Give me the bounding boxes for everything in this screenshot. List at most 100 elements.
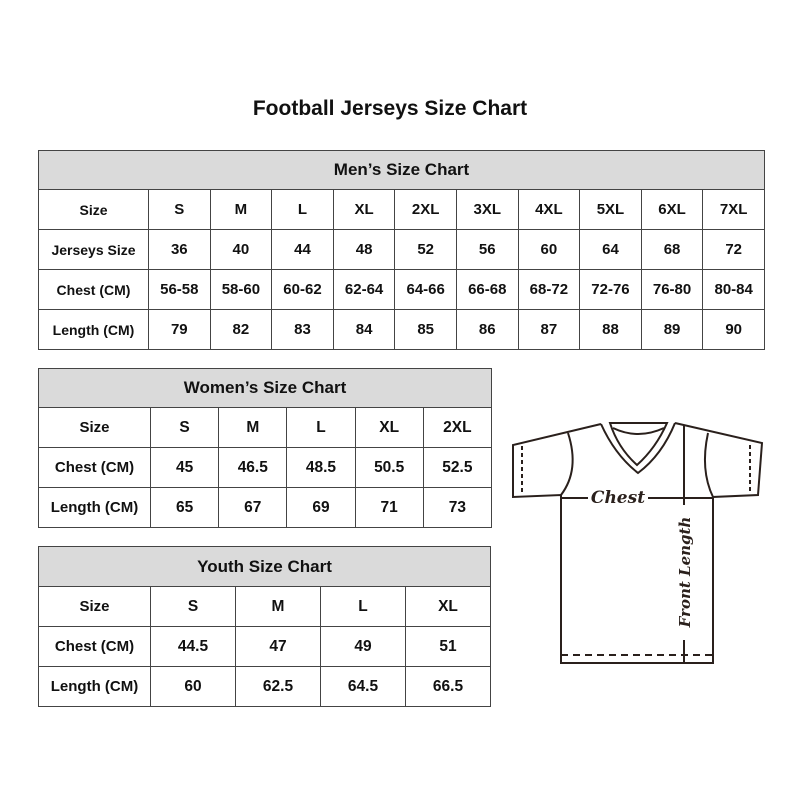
table-cell: 3XL xyxy=(455,189,519,230)
row-label: Length (CM) xyxy=(38,309,149,350)
table-cell: 56-58 xyxy=(148,269,211,310)
table-cell: XL xyxy=(405,586,491,627)
table-cell: 64-66 xyxy=(394,269,457,310)
table-row: Length (CM) 65 67 69 71 73 xyxy=(38,487,493,528)
womens-size-table: Women’s Size Chart Size S M L XL 2XL Chest (CM… xyxy=(38,368,493,528)
jersey-outline xyxy=(512,422,764,664)
table-cell: S xyxy=(149,407,220,448)
table-cell: 48.5 xyxy=(286,447,356,488)
table-row: Size S M L XL 2XL 3XL 4XL 5XL 6XL 7XL xyxy=(38,189,765,230)
table-row: Size S M L XL xyxy=(38,586,491,627)
table-cell: 76-80 xyxy=(640,269,704,310)
table-row: Chest (CM) 45 46.5 48.5 50.5 52.5 xyxy=(38,447,493,488)
table-cell: 40 xyxy=(209,229,273,270)
table-cell: 83 xyxy=(271,309,334,350)
table-row: Chest (CM) 56-58 58-60 60-62 62-64 64-66 66-68… xyxy=(38,269,765,310)
table-cell: 60 xyxy=(517,229,581,270)
table-cell: 62.5 xyxy=(235,666,321,707)
table-cell: 65 xyxy=(149,487,220,528)
table-cell: 6XL xyxy=(640,189,704,230)
table-cell: L xyxy=(286,407,356,448)
table-cell: 71 xyxy=(354,487,424,528)
row-label: Jerseys Size xyxy=(38,229,149,270)
table-cell: 72-76 xyxy=(579,269,642,310)
table-row: Length (CM) 60 62.5 64.5 66.5 xyxy=(38,666,491,707)
mens-table-title: Men’s Size Chart xyxy=(38,150,765,190)
table-cell: 86 xyxy=(455,309,519,350)
collar-inner xyxy=(608,422,669,467)
table-cell: 72 xyxy=(702,229,765,270)
table-cell: 67 xyxy=(218,487,288,528)
table-cell: 5XL xyxy=(579,189,642,230)
table-cell: 90 xyxy=(702,309,765,350)
table-cell: XL xyxy=(332,189,396,230)
table-row: Jerseys Size 36 40 44 48 52 56 60 64 68 72 xyxy=(38,229,765,270)
table-cell: L xyxy=(320,586,406,627)
table-cell: 84 xyxy=(332,309,396,350)
table-cell: M xyxy=(235,586,321,627)
table-cell: 88 xyxy=(579,309,642,350)
table-cell: 56 xyxy=(455,229,519,270)
table-cell: S xyxy=(150,586,236,627)
table-cell: M xyxy=(209,189,273,230)
table-cell: 69 xyxy=(286,487,356,528)
table-cell: 60 xyxy=(150,666,236,707)
page-title: Football Jerseys Size Chart xyxy=(252,97,528,120)
table-cell: 64 xyxy=(579,229,642,270)
table-cell: 47 xyxy=(235,626,321,667)
row-label: Length (CM) xyxy=(38,666,151,707)
table-cell: M xyxy=(218,407,288,448)
jersey-diagram: Chest Front Length xyxy=(512,422,764,664)
table-cell: 66.5 xyxy=(405,666,491,707)
youth-table-title: Youth Size Chart xyxy=(38,546,491,587)
front-length-label: Front Length xyxy=(676,517,694,629)
table-cell: 62-64 xyxy=(332,269,396,310)
row-label: Chest (CM) xyxy=(38,269,149,310)
table-cell: 66-68 xyxy=(455,269,519,310)
table-cell: 79 xyxy=(148,309,211,350)
table-cell: S xyxy=(148,189,211,230)
collar-outer xyxy=(600,422,676,475)
mens-size-table: Men’s Size Chart Size S M L XL 2XL 3XL 4XL 5XL 6X… xyxy=(38,150,765,350)
table-cell: 44 xyxy=(271,229,334,270)
table-cell: 7XL xyxy=(702,189,765,230)
table-cell: 80-84 xyxy=(702,269,765,310)
table-cell: 50.5 xyxy=(354,447,424,488)
table-cell: 36 xyxy=(148,229,211,270)
table-cell: 52.5 xyxy=(422,447,493,488)
table-cell: 60-62 xyxy=(271,269,334,310)
table-cell: 82 xyxy=(209,309,273,350)
table-cell: 44.5 xyxy=(150,626,236,667)
table-cell: 68-72 xyxy=(517,269,581,310)
table-cell: 68 xyxy=(640,229,704,270)
table-cell: 2XL xyxy=(394,189,457,230)
youth-size-table: Youth Size Chart Size S M L XL Chest (CM) 44.5… xyxy=(38,546,491,707)
table-cell: 2XL xyxy=(422,407,493,448)
row-label: Size xyxy=(38,586,151,627)
row-label: Length (CM) xyxy=(38,487,151,528)
right-sleeve-seam xyxy=(704,432,714,498)
table-cell: 87 xyxy=(517,309,581,350)
table-cell: 89 xyxy=(640,309,704,350)
table-cell: 51 xyxy=(405,626,491,667)
collar-arc xyxy=(612,427,665,435)
table-cell: XL xyxy=(354,407,424,448)
table-cell: 73 xyxy=(422,487,493,528)
womens-table-title: Women’s Size Chart xyxy=(38,368,492,408)
table-cell: 46.5 xyxy=(218,447,288,488)
table-cell: 4XL xyxy=(517,189,581,230)
table-cell: L xyxy=(271,189,334,230)
table-cell: 49 xyxy=(320,626,406,667)
table-cell: 85 xyxy=(394,309,457,350)
table-row: Size S M L XL 2XL xyxy=(38,407,493,448)
left-sleeve-seam xyxy=(560,432,574,496)
table-cell: 58-60 xyxy=(209,269,273,310)
row-label: Size xyxy=(38,189,149,230)
chest-label: Chest xyxy=(591,488,645,508)
row-label: Chest (CM) xyxy=(38,626,151,667)
table-row: Length (CM) 79 82 83 84 85 86 87 88 89 90 xyxy=(38,309,765,350)
table-cell: 45 xyxy=(149,447,220,488)
row-label: Size xyxy=(38,407,151,448)
table-row: Chest (CM) 44.5 47 49 51 xyxy=(38,626,491,667)
row-label: Chest (CM) xyxy=(38,447,151,488)
